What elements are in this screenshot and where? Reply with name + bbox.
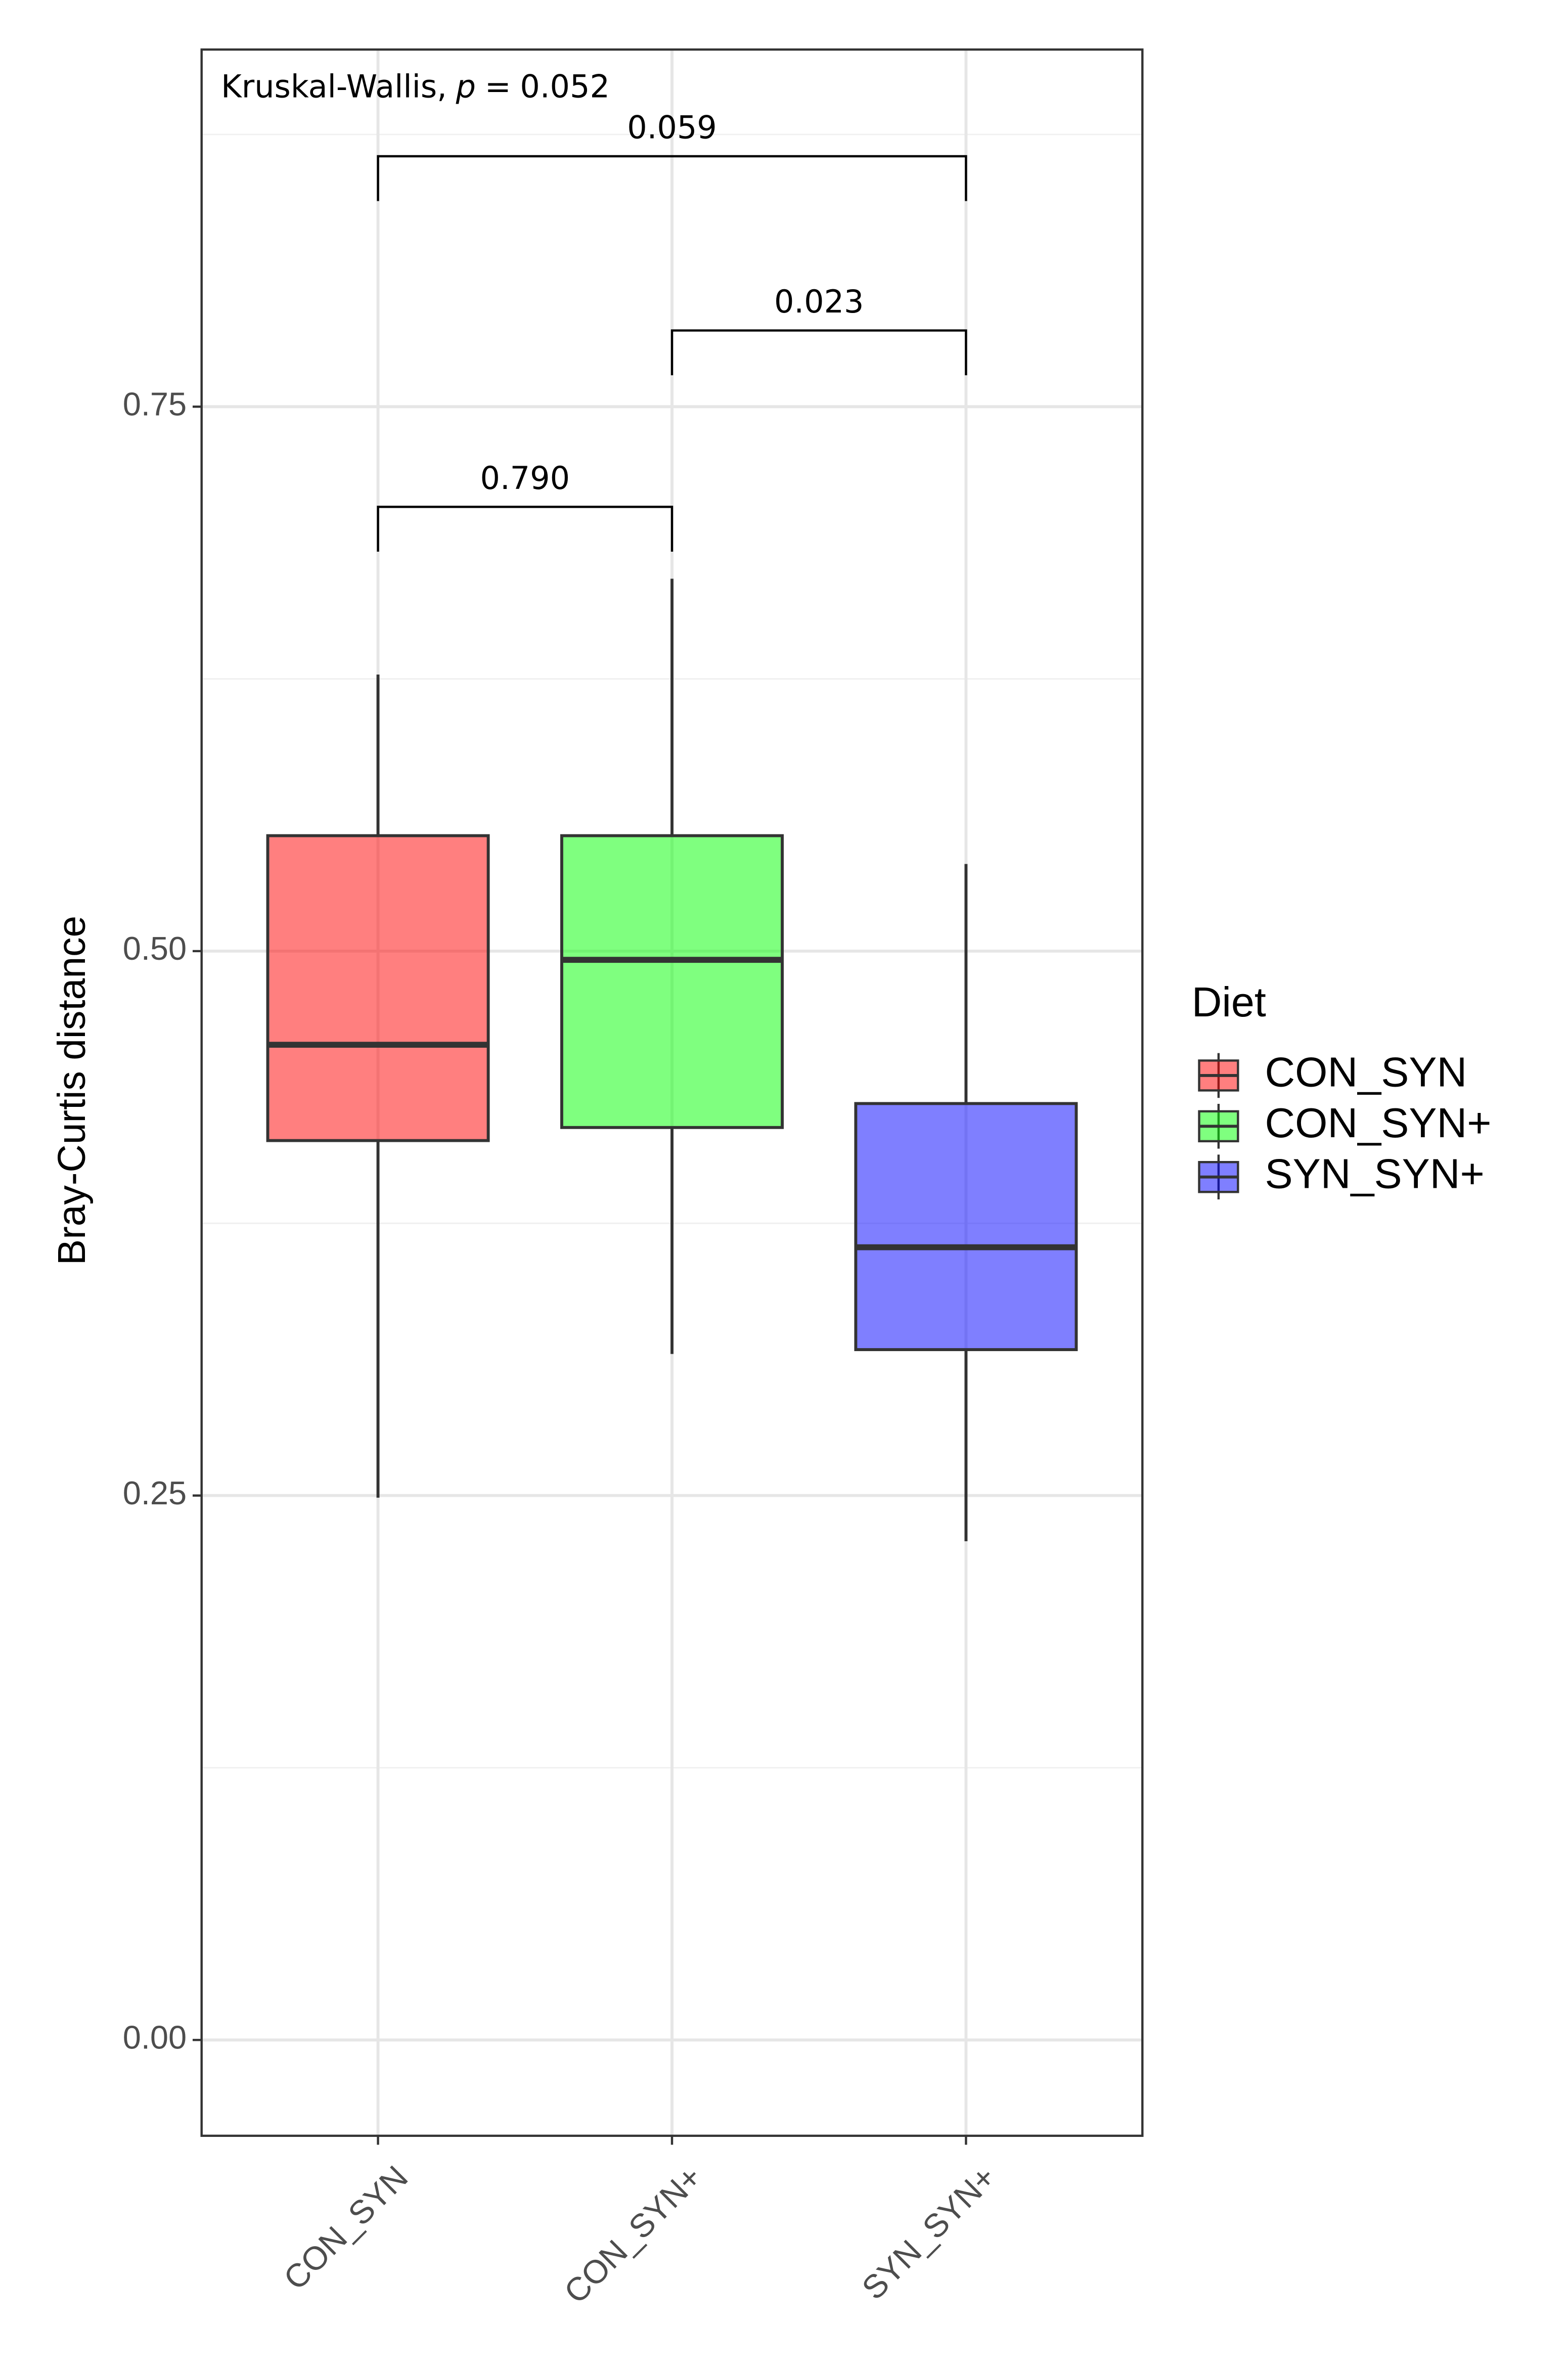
kruskal-method: Kruskal-Wallis, (221, 68, 447, 105)
panel-border (200, 48, 1144, 2137)
y-tick-label: 0.00 (123, 2019, 187, 2055)
comparison-bracket (377, 155, 967, 201)
y-tick-label: 0.50 (123, 930, 187, 967)
kruskal-equals: = (485, 68, 511, 105)
comparison-p: 0.059 (627, 109, 717, 146)
legend-label: CON_SYN+ (1265, 1099, 1491, 1146)
y-tick-label: 0.25 (123, 1474, 187, 1511)
box (266, 834, 490, 1142)
kruskal-label: Kruskal-Wallis, p = 0.052 (221, 68, 610, 105)
kruskal-p: 0.052 (520, 68, 610, 105)
box (560, 834, 784, 1129)
legend-label: SYN_SYN+ (1265, 1150, 1484, 1197)
legend-title: Diet (1192, 978, 1266, 1025)
legend-label: CON_SYN (1265, 1049, 1467, 1096)
comparison-p: 0.023 (774, 283, 864, 320)
box (854, 1102, 1078, 1352)
comparison-bracket (670, 329, 967, 376)
comparison-p: 0.790 (480, 460, 570, 497)
y-tick-label: 0.75 (123, 385, 187, 422)
kruskal-symbol: p (456, 68, 476, 105)
y-axis-title: Bray-Curtis distance (50, 916, 94, 1265)
comparison-bracket (377, 506, 674, 552)
